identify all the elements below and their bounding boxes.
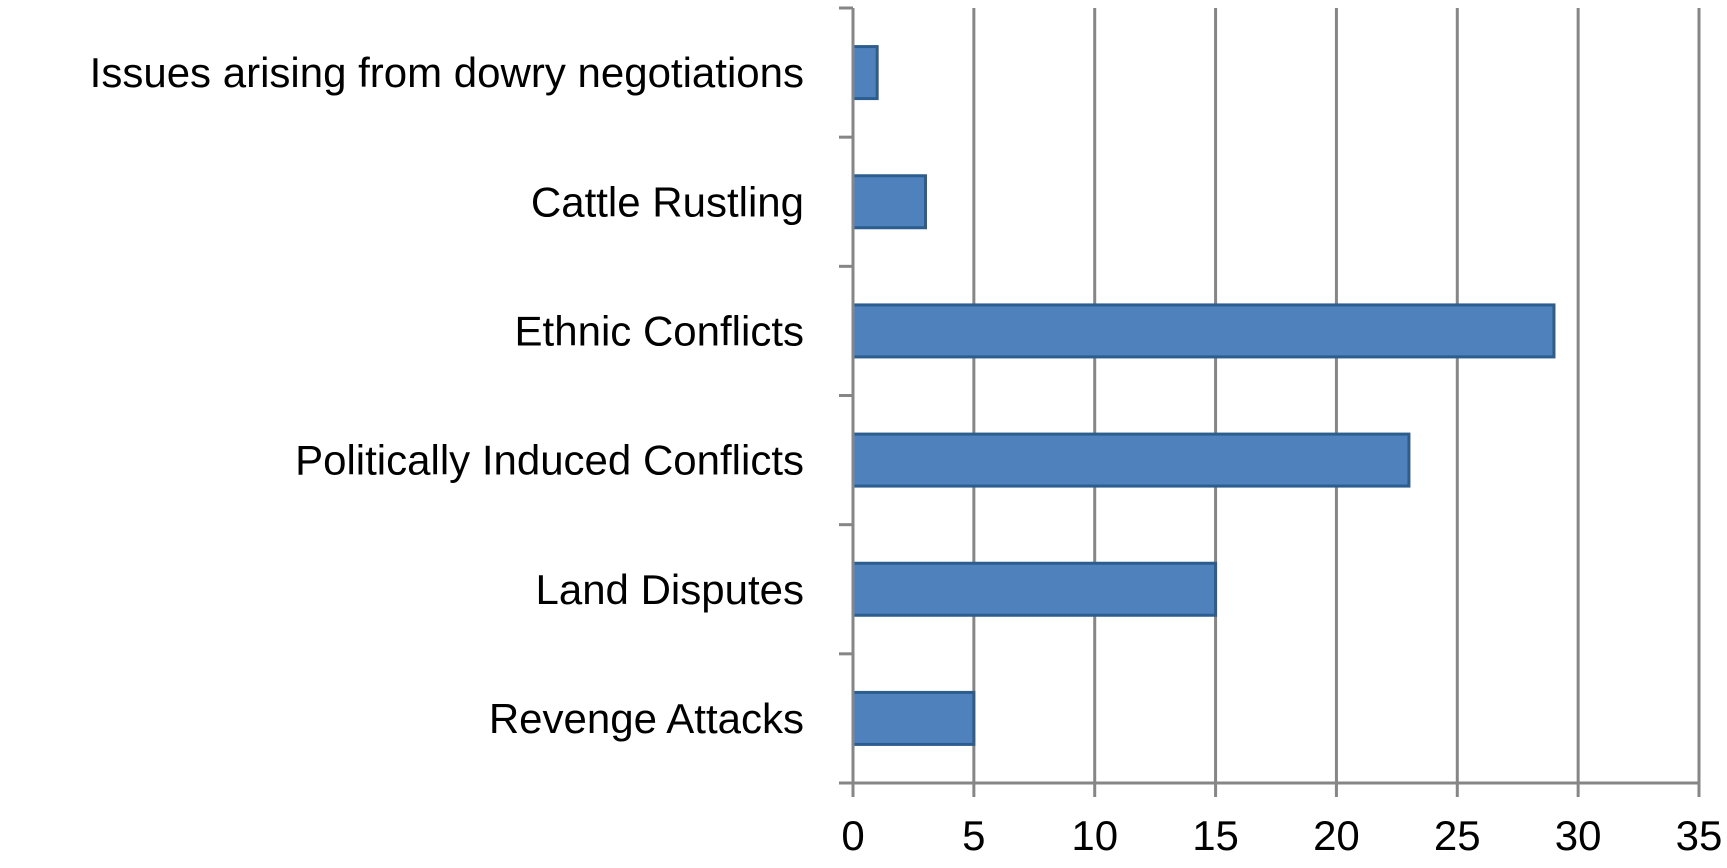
- x-tick-labels: 0 5 10 15 20 25 30 35: [841, 812, 1722, 859]
- category-labels: Issues arising from dowry negotiations Ca…: [90, 49, 804, 742]
- x-tick-label-10: 10: [1071, 812, 1118, 859]
- bar-3: [851, 432, 1411, 488]
- category-label-1: Cattle Rustling: [531, 178, 804, 225]
- x-tick-label-5: 5: [962, 812, 985, 859]
- gridlines: [972, 8, 1701, 783]
- x-tick-label-35: 35: [1676, 812, 1723, 859]
- x-tick-label-30: 30: [1555, 812, 1602, 859]
- bar-0: [851, 45, 879, 101]
- x-tick-label-0: 0: [841, 812, 864, 859]
- bar-1: [851, 174, 928, 230]
- x-tick-label-25: 25: [1434, 812, 1481, 859]
- category-label-3: Politically Induced Conflicts: [295, 437, 804, 484]
- category-label-5: Revenge Attacks: [489, 695, 804, 742]
- axes: [839, 6, 1701, 797]
- bar-4: [851, 561, 1218, 617]
- bar-5: [851, 690, 976, 746]
- bars: [851, 45, 1556, 746]
- bar-2: [851, 303, 1556, 359]
- category-label-4: Land Disputes: [535, 566, 804, 613]
- x-tick-label-15: 15: [1192, 812, 1239, 859]
- category-label-0: Issues arising from dowry negotiations: [90, 49, 804, 96]
- x-tick-label-20: 20: [1313, 812, 1360, 859]
- category-label-2: Ethnic Conflicts: [515, 307, 804, 354]
